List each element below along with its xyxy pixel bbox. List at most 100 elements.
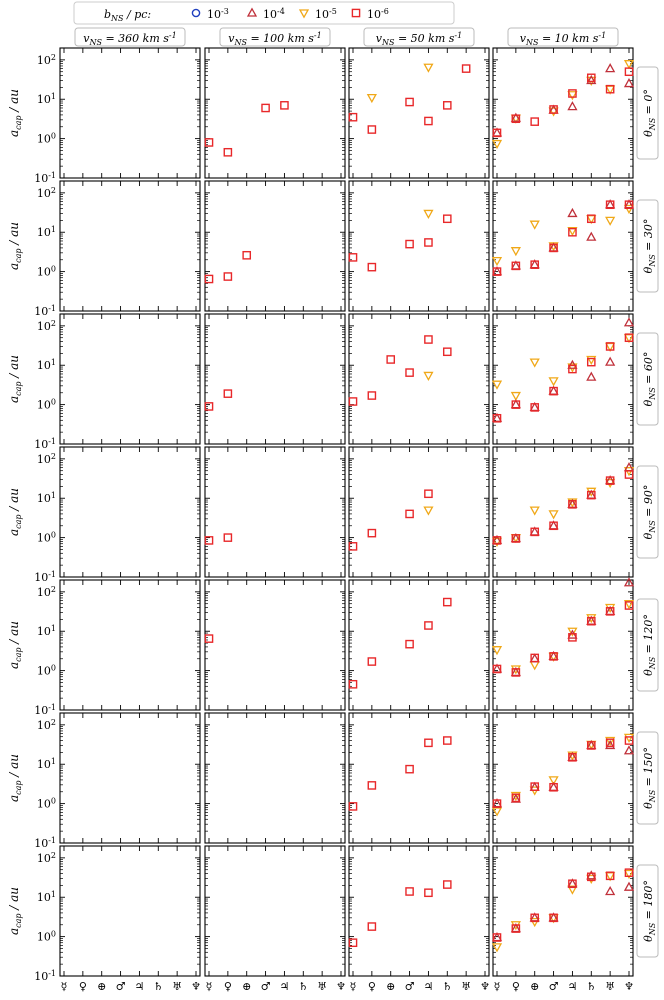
row-title-6: θNS = 180°: [636, 864, 659, 958]
point-b1e-6-mars: [405, 509, 414, 519]
point-b1e-6-jupiter: [424, 888, 433, 898]
x-tick-label-uranus: ♅: [172, 980, 182, 993]
y-tick-label: 101: [37, 890, 56, 904]
point-b1e-4-jupiter: [567, 101, 578, 111]
panel-r1-c3: [491, 180, 635, 312]
y-tick-label: 10-1: [34, 437, 56, 451]
legend-marker-b1e-6: [351, 8, 361, 18]
point-b1e-5-neptune: [623, 733, 635, 743]
panel-r3-c3: [491, 446, 635, 578]
legend-label-b1e-3: 10-3: [207, 7, 229, 21]
y-tick-label: 102: [37, 53, 56, 67]
panel-r0-c3: [491, 47, 635, 179]
point-b1e-6-saturn: [442, 597, 452, 607]
panel-r0-c0: 10-1 100 101 102 acap / au: [7, 47, 201, 185]
panel-r2-c1: [204, 313, 346, 445]
point-b1e-6-mars: [549, 105, 558, 114]
x-tick-label-mercury: ☿: [494, 980, 501, 993]
legend-label-b1e-4: 10-4: [263, 7, 285, 21]
panel-frame: [204, 446, 346, 578]
y-tick-label: 10-1: [34, 171, 56, 185]
panel-frame: [492, 845, 634, 977]
point-b1e-6-mars: [405, 368, 414, 377]
point-b1e-6-mercury: [348, 397, 358, 406]
panel-frame: [492, 712, 634, 844]
point-b1e-5-neptune: [623, 204, 635, 215]
point-b1e-6-earth: [530, 403, 540, 412]
point-b1e-5-jupiter: [567, 91, 578, 101]
point-b1e-4-neptune: [623, 78, 635, 88]
point-b1e-6-uranus: [605, 871, 615, 881]
point-b1e-5-mercury: [491, 943, 503, 953]
point-b1e-4-uranus: [605, 739, 616, 750]
panel-frame: [59, 446, 201, 578]
panel-r1-c1: [204, 180, 346, 312]
point-b1e-6-venus: [223, 147, 233, 157]
panel-r4-c0: 10-1 100 101 102 acap / au: [7, 579, 201, 717]
x-tick-label-uranus: ♅: [605, 980, 615, 993]
y-axis-label: acap / au: [7, 621, 23, 669]
point-b1e-6-earth: [386, 355, 396, 364]
panel-frame: [492, 47, 634, 179]
y-tick-label: 10-1: [34, 304, 56, 318]
point-b1e-6-earth: [242, 250, 252, 260]
point-b1e-6-jupiter: [424, 621, 433, 630]
x-tick-label-mars: ♂: [405, 980, 415, 993]
point-b1e-6-venus: [367, 657, 377, 666]
y-tick-label: 100: [37, 930, 56, 944]
y-tick-label: 100: [37, 132, 56, 146]
point-b1e-6-mars: [549, 913, 558, 923]
panel-r0-c2: [348, 47, 490, 179]
point-b1e-6-earth: [530, 653, 540, 663]
svg-text:vNS = 360 km s-1: vNS = 360 km s-1: [83, 31, 176, 47]
panel-frame: [348, 845, 490, 977]
x-tick-label-jupiter: ♃: [423, 980, 433, 993]
point-b1e-6-mercury: [204, 536, 214, 545]
point-b1e-4-saturn: [586, 371, 597, 381]
point-b1e-4-neptune: [623, 577, 635, 587]
panel-frame: [492, 579, 634, 711]
panel-r4-c1: [204, 579, 346, 711]
point-b1e-5-earth: [529, 358, 540, 368]
point-b1e-5-jupiter: [423, 63, 434, 73]
point-b1e-6-mercury: [492, 664, 502, 674]
panel-frame: [59, 712, 201, 844]
point-b1e-6-earth: [530, 260, 540, 269]
point-b1e-6-mercury: [348, 679, 358, 689]
x-tick-label-saturn: ♄: [586, 980, 596, 993]
point-b1e-6-mercury: [492, 933, 502, 942]
panel-frame: [204, 47, 346, 179]
point-b1e-5-mars: [548, 510, 559, 520]
point-b1e-5-venus: [510, 791, 521, 802]
x-tick-label-earth: ⊕: [386, 980, 395, 993]
y-tick-label: 102: [37, 585, 56, 599]
x-tick-label-jupiter: ♃: [279, 980, 289, 993]
panel-r0-c1: [204, 47, 346, 179]
point-b1e-6-mars: [549, 386, 558, 396]
panel-r6-c0: 10-1 100 101 102 acap / au ☿ ♀ ⊕ ♂ ♃ ♄ ♅ ♆: [7, 845, 201, 993]
y-tick-label: 102: [37, 718, 56, 732]
point-b1e-6-uranus: [605, 476, 615, 485]
svg-text:θNS = 150°: θNS = 150°: [642, 747, 657, 809]
column-title-1: vNS = 100 km s-1: [219, 27, 331, 47]
point-b1e-6-saturn: [586, 741, 596, 750]
panel-frame: [348, 712, 490, 844]
point-b1e-5-mars: [548, 377, 559, 387]
y-tick-label: 101: [37, 491, 56, 505]
legend-marker-b1e-3: [191, 8, 201, 18]
y-axis-label: acap / au: [7, 887, 23, 935]
point-b1e-4-saturn: [586, 231, 597, 241]
point-b1e-4-neptune: [623, 317, 635, 327]
x-tick-label-uranus: ♅: [317, 980, 327, 993]
x-tick-label-venus: ♀: [512, 980, 520, 993]
point-b1e-6-saturn: [586, 73, 596, 83]
point-b1e-6-neptune: [624, 333, 634, 343]
point-b1e-5-jupiter: [567, 226, 578, 237]
panel-frame: [59, 313, 201, 445]
point-b1e-6-mercury: [348, 253, 358, 262]
point-b1e-4-jupiter: [567, 207, 578, 218]
point-b1e-6-venus: [511, 924, 521, 933]
point-b1e-6-neptune: [624, 868, 634, 877]
panel-r6-c2: ☿ ♀ ⊕ ♂ ♃ ♄ ♅ ♆: [348, 845, 490, 993]
point-b1e-6-neptune: [624, 470, 634, 479]
